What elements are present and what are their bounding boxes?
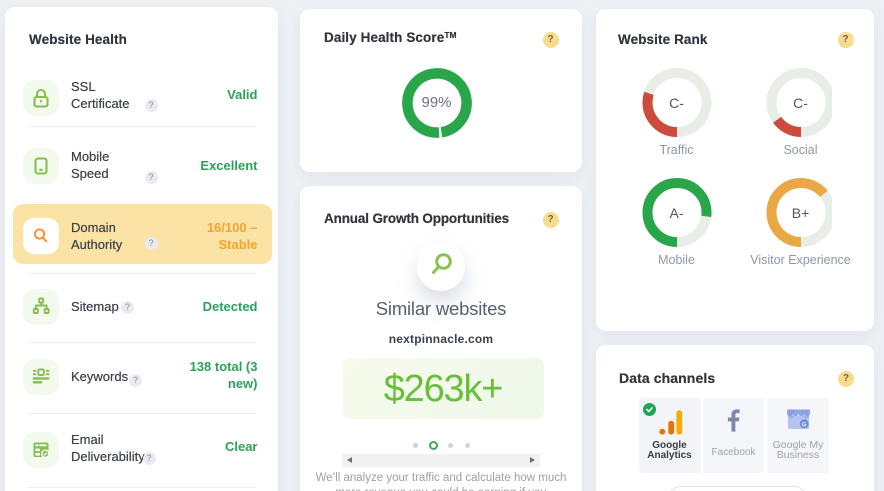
- svg-text:G: G: [801, 422, 806, 429]
